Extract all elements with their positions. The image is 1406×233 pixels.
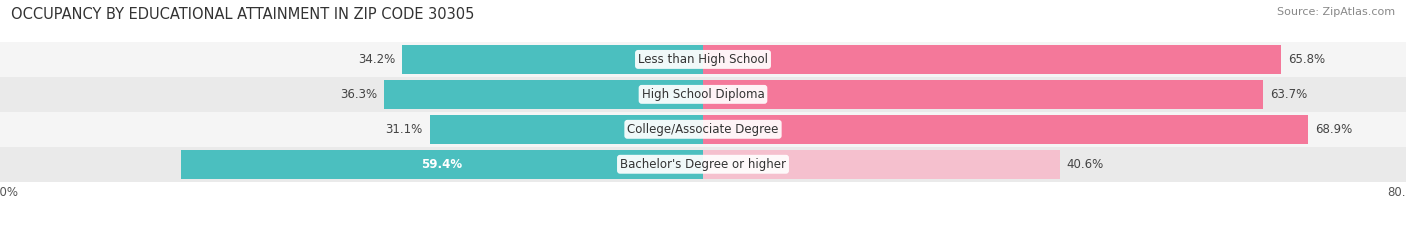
Bar: [703, 115, 1309, 144]
Text: 63.7%: 63.7%: [1270, 88, 1308, 101]
Text: 68.9%: 68.9%: [1316, 123, 1353, 136]
Text: High School Diploma: High School Diploma: [641, 88, 765, 101]
Text: Source: ZipAtlas.com: Source: ZipAtlas.com: [1277, 7, 1395, 17]
Bar: [181, 150, 703, 179]
Text: 36.3%: 36.3%: [340, 88, 377, 101]
Bar: [402, 45, 703, 74]
Bar: [703, 150, 1060, 179]
Text: 34.2%: 34.2%: [359, 53, 395, 66]
Bar: [0, 42, 1406, 77]
Text: 65.8%: 65.8%: [1288, 53, 1326, 66]
Bar: [0, 77, 1406, 112]
Bar: [703, 45, 1281, 74]
Bar: [0, 147, 1406, 182]
Text: Bachelor's Degree or higher: Bachelor's Degree or higher: [620, 158, 786, 171]
Text: 59.4%: 59.4%: [422, 158, 463, 171]
Bar: [430, 115, 703, 144]
Text: College/Associate Degree: College/Associate Degree: [627, 123, 779, 136]
Bar: [0, 112, 1406, 147]
Bar: [703, 80, 1263, 109]
Bar: [384, 80, 703, 109]
Text: 31.1%: 31.1%: [385, 123, 423, 136]
Text: Less than High School: Less than High School: [638, 53, 768, 66]
Text: OCCUPANCY BY EDUCATIONAL ATTAINMENT IN ZIP CODE 30305: OCCUPANCY BY EDUCATIONAL ATTAINMENT IN Z…: [11, 7, 475, 22]
Text: 40.6%: 40.6%: [1067, 158, 1104, 171]
